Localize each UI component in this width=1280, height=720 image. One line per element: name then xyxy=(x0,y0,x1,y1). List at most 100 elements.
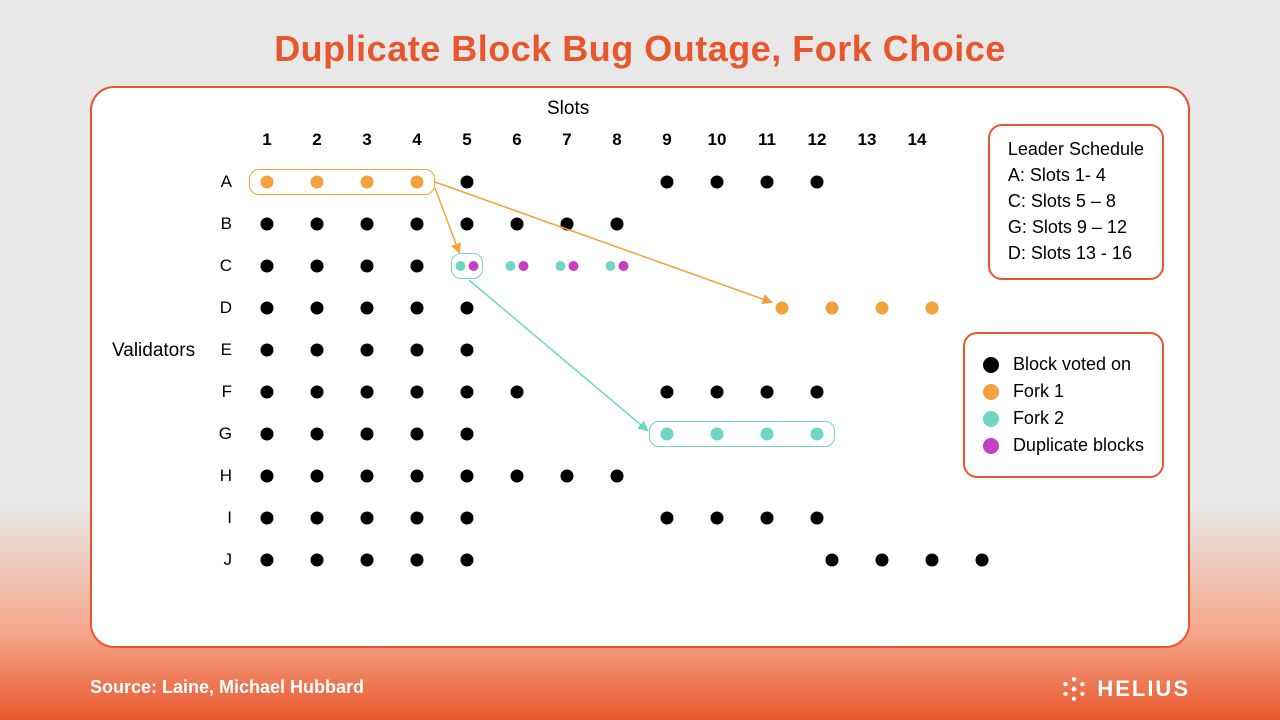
schedule-line: G: Slots 9 – 12 xyxy=(1008,214,1144,240)
dot xyxy=(461,512,474,525)
dot xyxy=(311,554,324,567)
dot xyxy=(411,302,424,315)
dot xyxy=(261,470,274,483)
dot xyxy=(361,344,374,357)
dot xyxy=(261,344,274,357)
slot-header: 3 xyxy=(352,130,382,150)
dot xyxy=(261,218,274,231)
dot xyxy=(311,302,324,315)
legend-row: Fork 1 xyxy=(983,381,1144,402)
dot xyxy=(461,554,474,567)
slot-header: 8 xyxy=(602,130,632,150)
dot xyxy=(511,218,524,231)
schedule-line: A: Slots 1- 4 xyxy=(1008,162,1144,188)
dot xyxy=(461,470,474,483)
dot xyxy=(311,260,324,273)
dot xyxy=(261,260,274,273)
dot xyxy=(876,302,889,315)
dot xyxy=(811,176,824,189)
legend-label: Fork 1 xyxy=(1013,381,1064,402)
dot xyxy=(461,218,474,231)
validator-header: A xyxy=(208,172,232,192)
validator-header: E xyxy=(208,340,232,360)
legend-dot xyxy=(983,357,999,373)
dot xyxy=(361,302,374,315)
dot xyxy=(926,302,939,315)
dot xyxy=(411,218,424,231)
dot xyxy=(761,386,774,399)
helius-icon xyxy=(1061,676,1087,702)
dot xyxy=(361,260,374,273)
dot xyxy=(311,470,324,483)
validator-header: C xyxy=(208,256,232,276)
diagram-card: SlotsValidators1234567891011121314ABCDEF… xyxy=(90,86,1190,648)
validator-header: H xyxy=(208,466,232,486)
dot xyxy=(411,386,424,399)
dot xyxy=(561,218,574,231)
dot xyxy=(511,470,524,483)
dot xyxy=(561,470,574,483)
dot-pair xyxy=(506,261,529,271)
dot xyxy=(661,176,674,189)
dot xyxy=(361,428,374,441)
dot xyxy=(826,554,839,567)
legend-label: Duplicate blocks xyxy=(1013,435,1144,456)
dot xyxy=(976,554,989,567)
dot xyxy=(811,386,824,399)
legend-box: Block voted on Fork 1 Fork 2 Duplicate bloc… xyxy=(963,332,1164,478)
dot xyxy=(461,344,474,357)
schedule-line: C: Slots 5 – 8 xyxy=(1008,188,1144,214)
dot xyxy=(876,554,889,567)
leader-schedule-box: Leader ScheduleA: Slots 1- 4C: Slots 5 –… xyxy=(988,124,1164,280)
dot xyxy=(826,302,839,315)
dot xyxy=(261,386,274,399)
slot-header: 11 xyxy=(752,130,782,150)
dot xyxy=(411,428,424,441)
slot-header: 12 xyxy=(802,130,832,150)
dot xyxy=(461,302,474,315)
dot xyxy=(711,512,724,525)
validator-header: G xyxy=(208,424,232,444)
dot xyxy=(311,512,324,525)
dot xyxy=(461,176,474,189)
slot-header: 13 xyxy=(852,130,882,150)
validator-header: I xyxy=(208,508,232,528)
dot xyxy=(461,428,474,441)
dot xyxy=(611,218,624,231)
dot xyxy=(461,386,474,399)
dot xyxy=(261,554,274,567)
legend-row: Block voted on xyxy=(983,354,1144,375)
dot xyxy=(776,302,789,315)
dot xyxy=(411,554,424,567)
dot xyxy=(361,218,374,231)
legend-label: Fork 2 xyxy=(1013,408,1064,429)
dot xyxy=(661,386,674,399)
dot xyxy=(261,302,274,315)
legend-row: Duplicate blocks xyxy=(983,435,1144,456)
slot-header: 1 xyxy=(252,130,282,150)
dot xyxy=(361,470,374,483)
schedule-line: D: Slots 13 - 16 xyxy=(1008,240,1144,266)
slot-header: 9 xyxy=(652,130,682,150)
highlight-box xyxy=(451,253,483,279)
highlight-box xyxy=(649,421,835,447)
dot xyxy=(811,512,824,525)
dot xyxy=(411,512,424,525)
dot xyxy=(361,512,374,525)
dot xyxy=(761,512,774,525)
schedule-title: Leader Schedule xyxy=(1008,136,1144,162)
brand-logo: HELIUS xyxy=(1061,676,1190,702)
dot xyxy=(411,470,424,483)
brand-text: HELIUS xyxy=(1097,676,1190,702)
validators-label: Validators xyxy=(112,340,195,362)
highlight-box xyxy=(249,169,435,195)
slot-header: 6 xyxy=(502,130,532,150)
validator-header: D xyxy=(208,298,232,318)
dot xyxy=(311,218,324,231)
dot xyxy=(311,428,324,441)
dot xyxy=(261,512,274,525)
slot-header: 4 xyxy=(402,130,432,150)
source-text: Source: Laine, Michael Hubbard xyxy=(90,677,364,698)
dot xyxy=(311,344,324,357)
slots-label: Slots xyxy=(547,98,589,120)
